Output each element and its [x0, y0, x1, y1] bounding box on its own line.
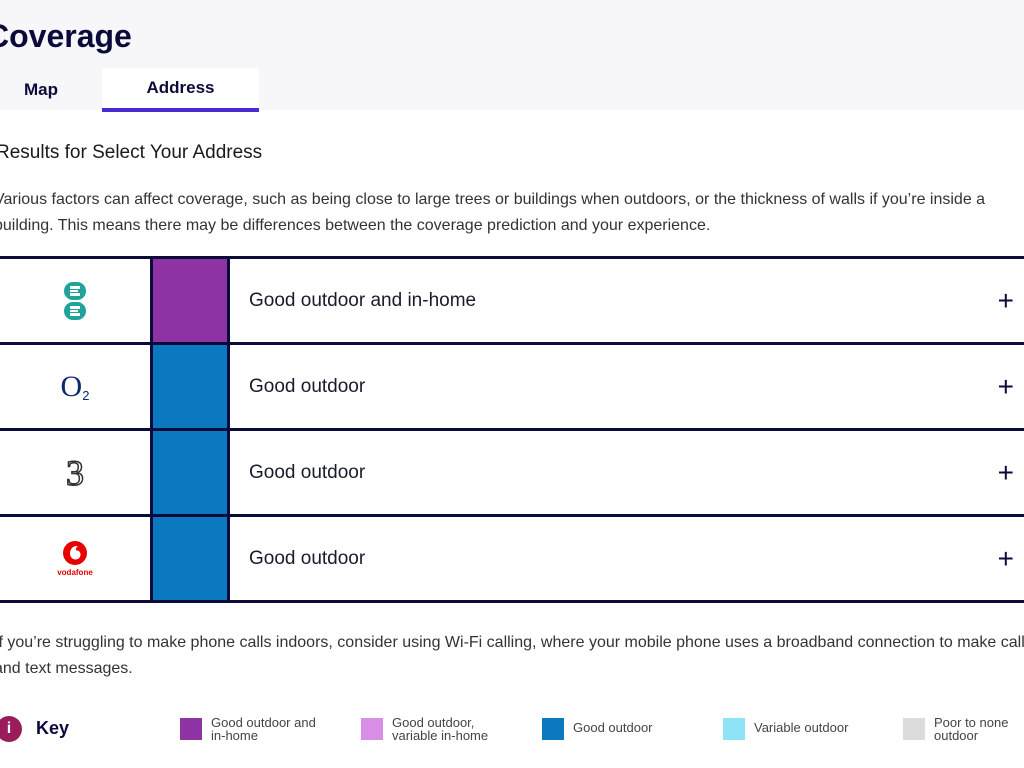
key-label: Variable outdoor [754, 720, 849, 735]
intro-text: Various factors can affect coverage, suc… [0, 191, 986, 234]
coverage-label: Good outdoor and in-home [249, 289, 477, 311]
coverage-label: Good outdoor [249, 461, 366, 483]
vodafone-speechmark-icon [63, 541, 87, 565]
key-title: Key [36, 718, 70, 738]
key-swatch [903, 718, 925, 740]
expand-icon[interactable]: + [997, 284, 1014, 316]
key-item: Good outdoor [542, 716, 693, 740]
key-swatch [361, 718, 383, 740]
key-swatch [542, 718, 564, 740]
key-swatch [180, 718, 202, 740]
coverage-swatch [150, 431, 230, 514]
key-label: Poor to none outdoor [934, 715, 1009, 743]
wifi-calling-note: If you’re struggling to make phone calls… [0, 634, 1024, 677]
tab-map[interactable]: Map [24, 80, 58, 99]
page-header: Coverage Map Address [0, 0, 1024, 112]
expand-icon[interactable]: + [997, 370, 1014, 402]
coverage-swatch [150, 345, 230, 428]
coverage-swatch [150, 517, 230, 600]
coverage-swatch [150, 259, 230, 342]
info-icon[interactable]: i [0, 716, 22, 742]
page-title: Coverage [0, 18, 132, 54]
key-item: Variable outdoor [723, 716, 874, 740]
key-item: Good outdoor, variable in-home [361, 716, 512, 742]
vodafone-wordmark: vodafone [57, 568, 93, 577]
coverage-label: Good outdoor [249, 547, 366, 569]
operator-row-ee[interactable]: Good outdoor and in-home + [0, 259, 1024, 345]
key-label: Good outdoor, variable in-home [392, 715, 489, 743]
coverage-label: Good outdoor [249, 375, 366, 397]
key-item: Good outdoor and in-home [180, 716, 331, 742]
tab-address[interactable]: Address [102, 68, 259, 112]
results-heading: Results for Select Your Address [0, 142, 263, 163]
o2-logo-letter: O [60, 369, 83, 403]
coverage-key: i Key Good outdoor and in-home Good outd… [0, 706, 1024, 756]
operator-row-three[interactable]: 3 Good outdoor + [0, 431, 1024, 517]
key-label: Good outdoor [573, 720, 653, 735]
three-logo: 3 [0, 431, 150, 514]
key-swatch [723, 718, 745, 740]
ee-logo [0, 259, 150, 342]
vodafone-logo: vodafone [0, 517, 150, 600]
o2-logo-sub: 2 [82, 388, 90, 403]
key-label: Good outdoor and in-home [211, 715, 316, 743]
expand-icon[interactable]: + [997, 456, 1014, 488]
expand-icon[interactable]: + [997, 542, 1014, 574]
key-item: Poor to none outdoor [903, 716, 1024, 742]
operator-row-vodafone[interactable]: vodafone Good outdoor + [0, 517, 1024, 603]
three-logo-glyph: 3 [65, 452, 85, 494]
